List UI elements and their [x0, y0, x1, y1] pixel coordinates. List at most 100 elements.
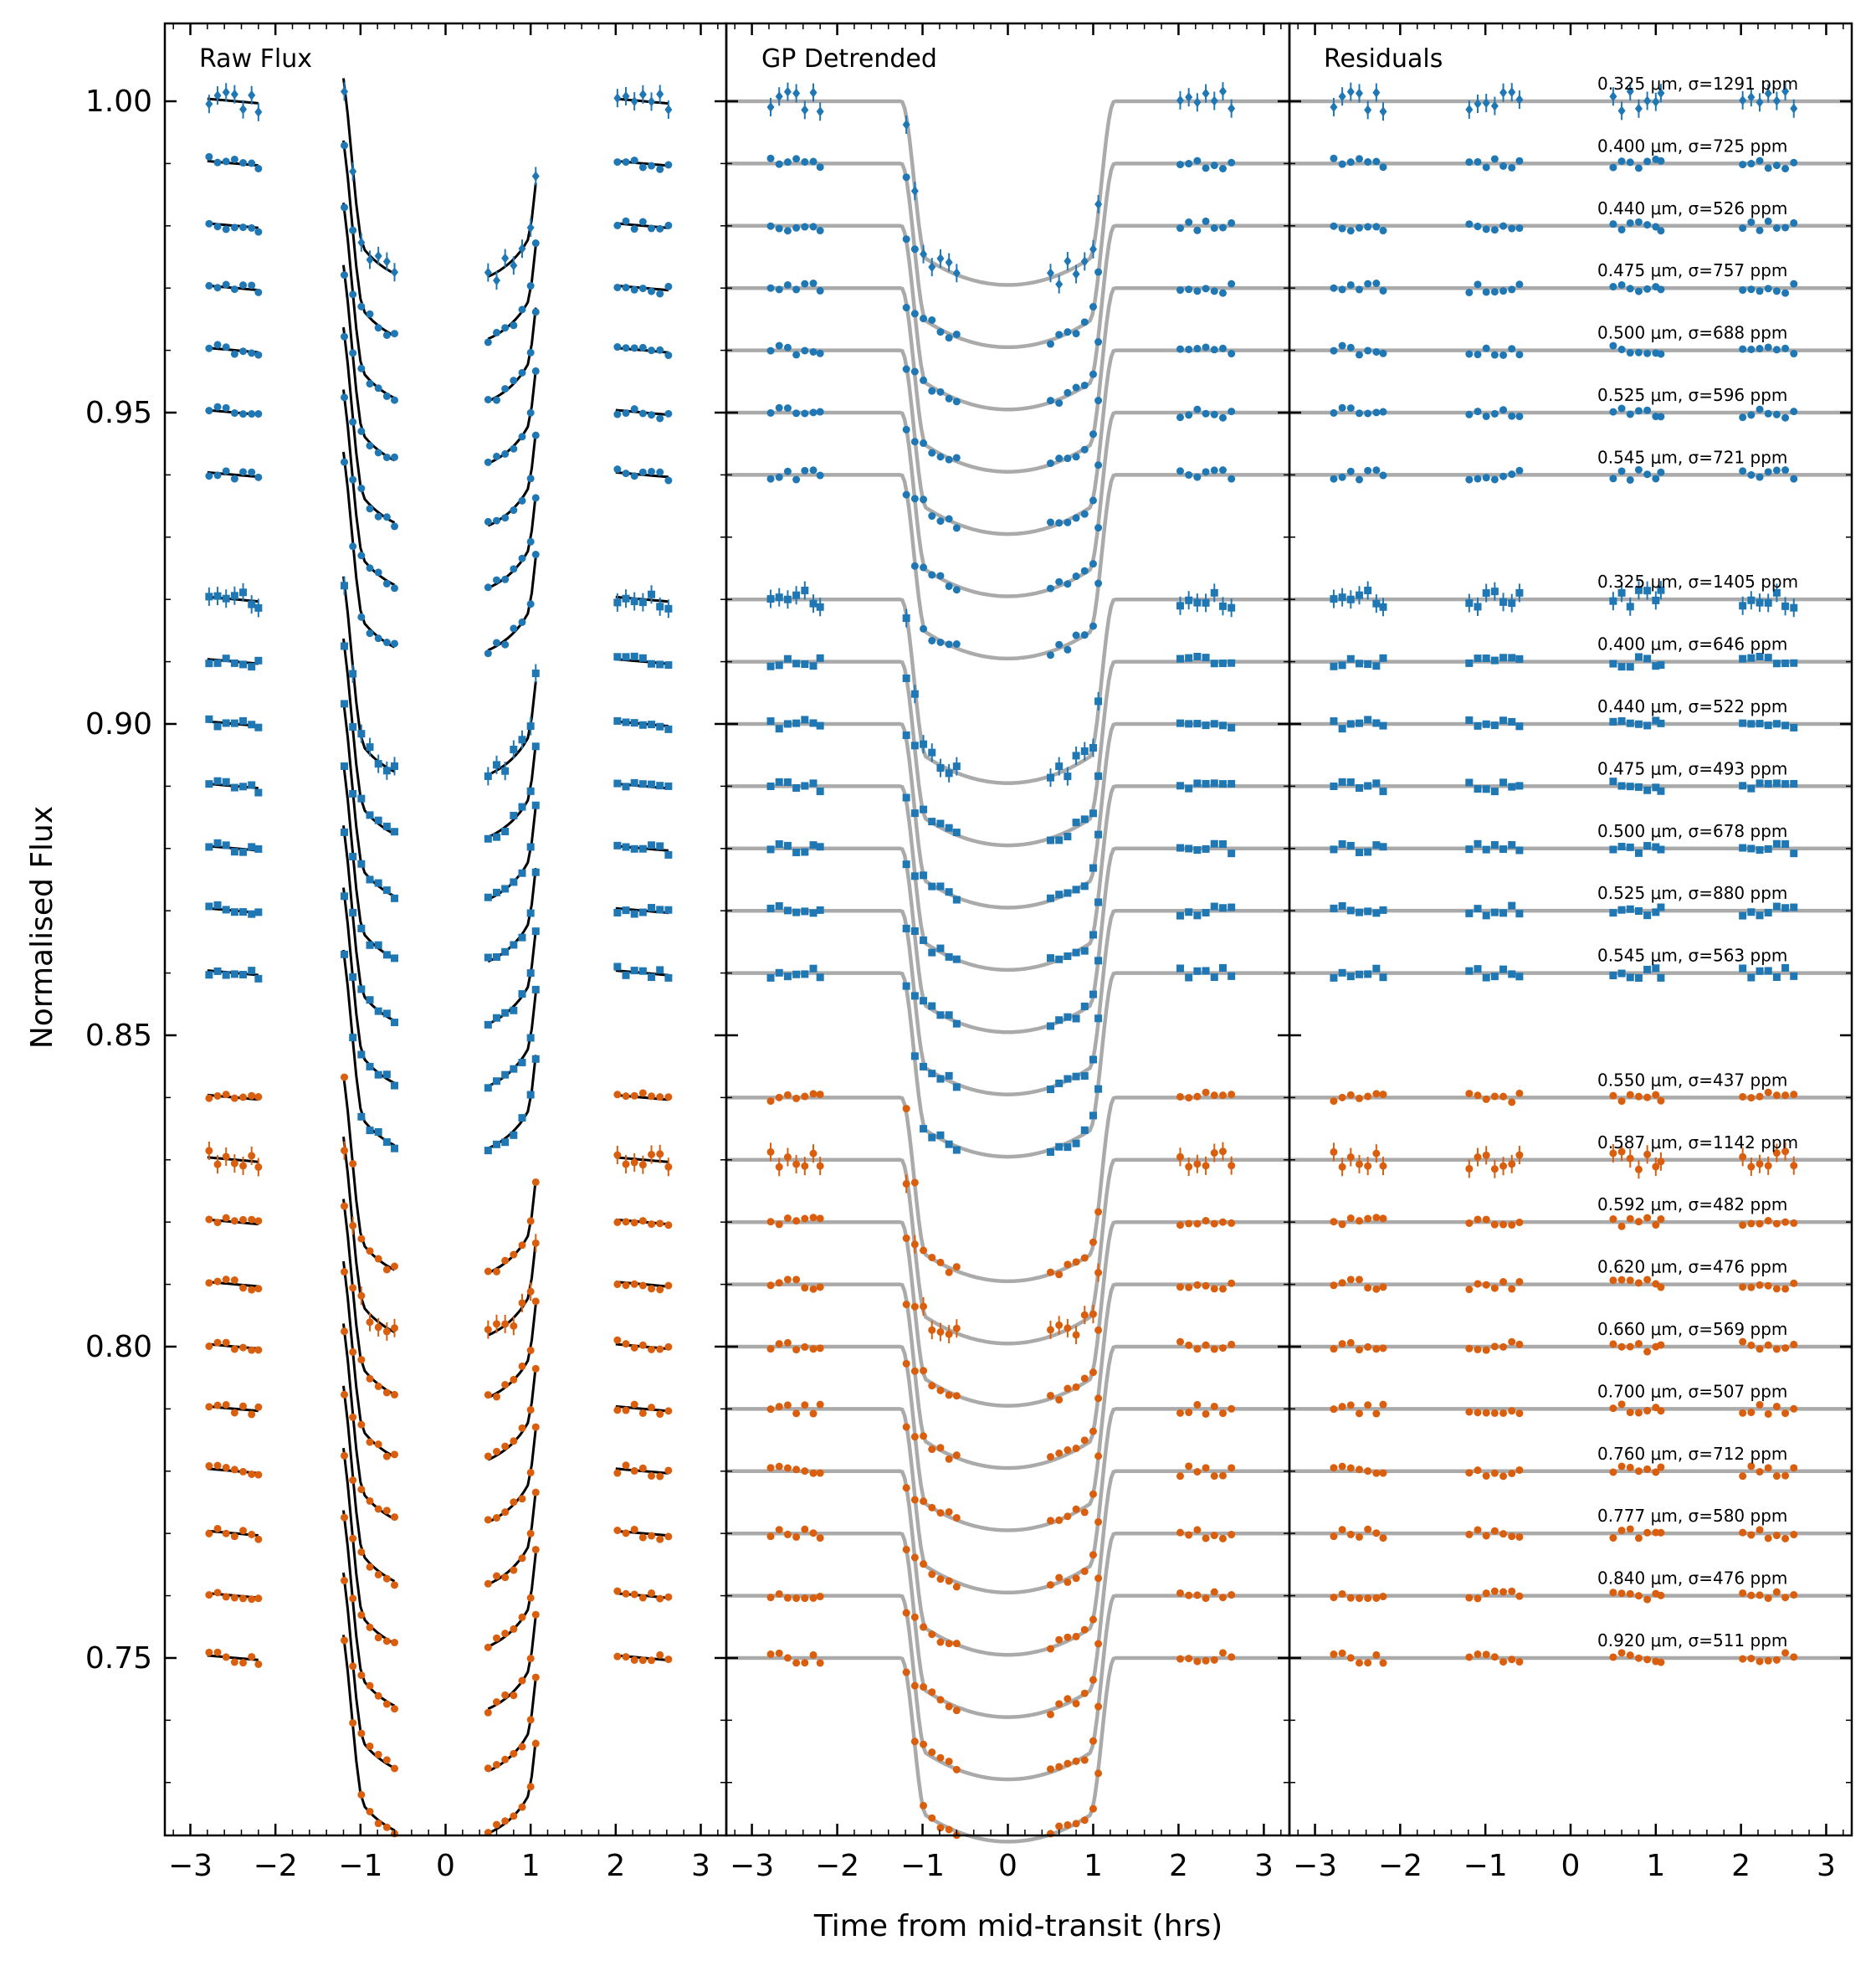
data-point — [526, 537, 535, 546]
data-point — [936, 1509, 945, 1517]
data-point — [656, 346, 664, 354]
data-point — [205, 660, 213, 668]
data-point — [1465, 967, 1474, 975]
data-point — [1089, 1676, 1097, 1684]
data-point — [510, 745, 518, 753]
data-point — [1756, 287, 1764, 295]
data-point — [1330, 284, 1338, 292]
data-point — [656, 722, 664, 731]
data-point — [1346, 720, 1355, 728]
data-point — [1490, 1527, 1499, 1535]
data-point — [382, 513, 391, 521]
data-point — [1355, 970, 1363, 978]
data-point — [366, 1247, 374, 1255]
data-point — [391, 584, 398, 593]
data-point — [531, 308, 540, 316]
data-point — [1643, 842, 1652, 850]
data-point — [1657, 1658, 1665, 1666]
data-point — [1515, 1277, 1524, 1286]
data-point — [531, 985, 540, 993]
data-point — [1515, 588, 1524, 597]
data-point — [1372, 280, 1381, 288]
data-point — [1499, 472, 1508, 480]
data-point — [613, 1587, 622, 1595]
data-point — [1772, 1532, 1781, 1540]
data-point — [1089, 1804, 1097, 1813]
data-point — [945, 394, 953, 403]
data-point — [664, 1532, 673, 1541]
data-point — [1355, 848, 1363, 856]
data-point — [1634, 1654, 1643, 1662]
data-point — [1781, 164, 1790, 172]
data-point — [1193, 1526, 1202, 1534]
data-point — [1072, 453, 1080, 461]
data-point — [1739, 782, 1747, 790]
data-point — [382, 1700, 391, 1708]
data-point — [510, 1625, 518, 1633]
data-point — [1747, 1283, 1756, 1291]
data-point — [1747, 1341, 1756, 1349]
data-point — [374, 1820, 382, 1828]
data-point — [1218, 1471, 1227, 1480]
data-point — [1657, 157, 1665, 165]
x-tick-label: 1 — [1084, 1849, 1103, 1883]
data-point — [1657, 1591, 1665, 1599]
data-point — [1772, 779, 1781, 788]
data-point — [1218, 289, 1227, 297]
data-point — [1739, 1221, 1747, 1229]
data-point — [205, 1461, 213, 1470]
data-point — [1508, 1469, 1516, 1477]
data-point — [902, 982, 910, 990]
data-point — [382, 392, 391, 400]
data-point — [518, 933, 526, 942]
data-point — [952, 1513, 961, 1522]
data-point — [1657, 1407, 1665, 1415]
data-point — [1508, 224, 1516, 233]
data-point — [936, 1753, 945, 1762]
data-point — [518, 1058, 526, 1066]
data-point — [531, 1297, 540, 1306]
data-point — [1790, 1219, 1798, 1227]
data-point — [1176, 1092, 1184, 1101]
data-point — [1364, 1659, 1372, 1667]
data-point — [1346, 1594, 1355, 1602]
data-point — [1193, 911, 1202, 920]
data-point — [801, 1659, 809, 1667]
data-point — [1379, 163, 1387, 172]
data-point — [1185, 1219, 1193, 1228]
data-point — [357, 1790, 366, 1799]
data-point — [510, 624, 518, 633]
data-point — [766, 595, 775, 603]
data-point — [801, 848, 809, 856]
data-point — [1330, 1464, 1338, 1472]
data-point — [1643, 95, 1652, 106]
data-point — [391, 1144, 398, 1152]
data-point — [1508, 717, 1516, 726]
data-point — [1089, 1055, 1097, 1064]
data-point — [1499, 287, 1508, 295]
data-point — [1482, 474, 1490, 482]
data-point — [1193, 226, 1202, 234]
data-point — [622, 653, 630, 661]
data-point — [664, 1655, 673, 1664]
data-point — [1338, 901, 1346, 910]
data-point — [349, 418, 357, 426]
data-point — [391, 1705, 398, 1713]
data-point — [816, 1214, 824, 1223]
data-point — [1772, 162, 1781, 170]
data-point — [239, 159, 248, 167]
data-point — [1072, 1331, 1080, 1339]
data-point — [1634, 1218, 1643, 1226]
data-point — [1482, 1151, 1490, 1159]
data-point — [1202, 468, 1210, 476]
data-point — [1210, 95, 1218, 106]
data-point — [638, 468, 647, 476]
data-point — [1490, 475, 1499, 484]
data-point — [766, 408, 775, 417]
data-point — [248, 1410, 256, 1419]
data-point — [809, 909, 818, 917]
data-point — [1338, 473, 1346, 481]
data-point — [1490, 908, 1499, 916]
data-point — [622, 158, 630, 167]
data-point — [1338, 839, 1346, 848]
